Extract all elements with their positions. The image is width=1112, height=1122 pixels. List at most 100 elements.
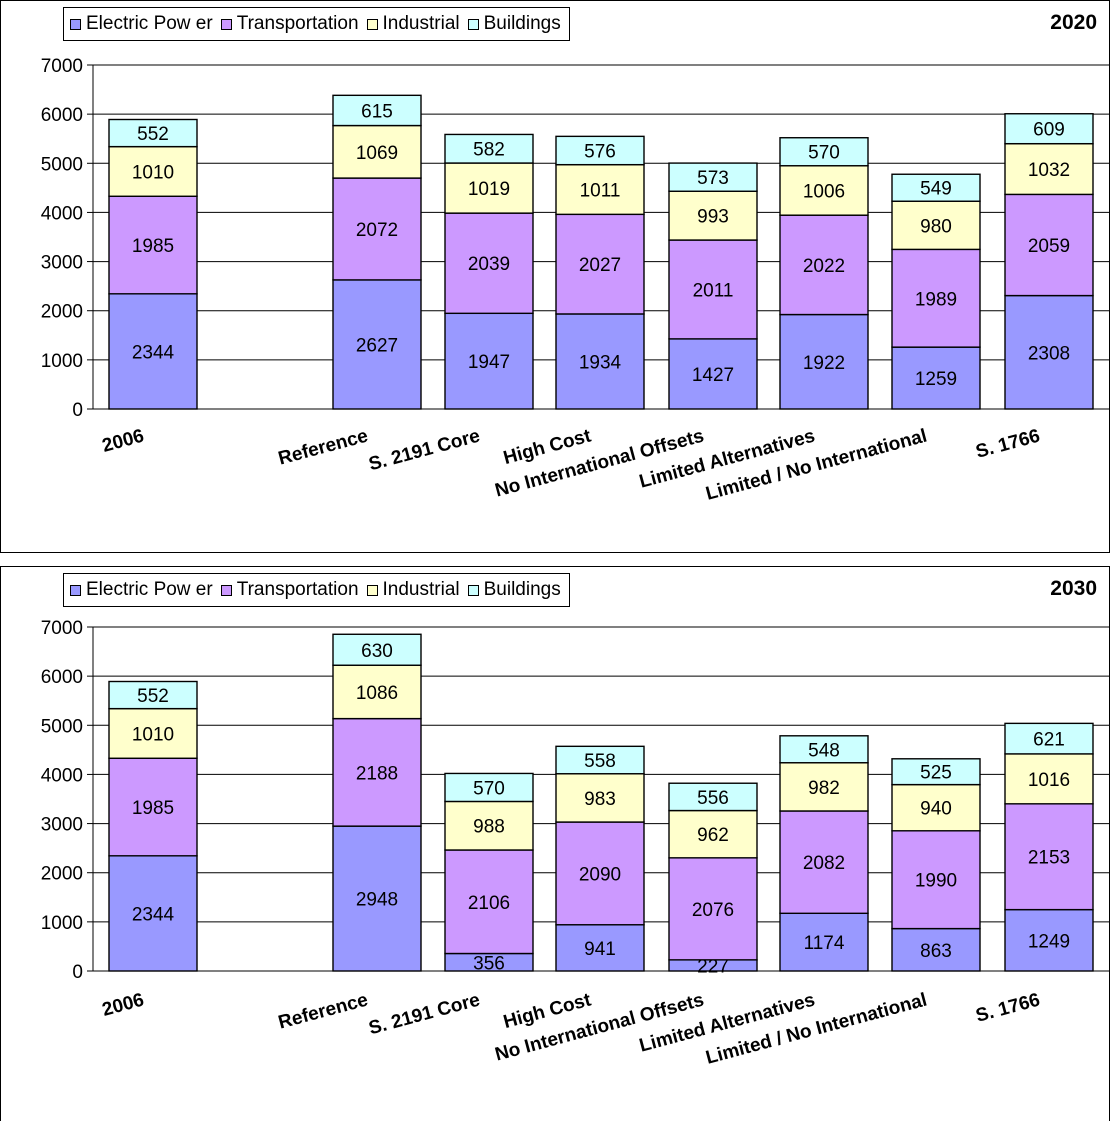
y-tick-label: 4000 — [41, 765, 83, 786]
data-label: 1249 — [1028, 931, 1070, 952]
bar-segment — [444, 133, 534, 164]
bar-segment — [444, 800, 534, 851]
x-tick-label: Reference — [276, 426, 370, 470]
data-label: 525 — [920, 763, 952, 784]
y-tick-label: 5000 — [41, 716, 83, 737]
data-label: 615 — [361, 101, 393, 122]
legend-label: Electric Pow er — [86, 579, 213, 600]
data-label: 1069 — [356, 143, 398, 164]
data-label: 1934 — [579, 352, 622, 373]
legend-label: Industrial — [382, 579, 460, 600]
y-tick-label: 7000 — [41, 56, 83, 77]
y-tick-label: 6000 — [41, 667, 83, 688]
legend-label: Electric Pow er — [86, 13, 213, 34]
legend-swatch — [467, 18, 479, 30]
legend-swatch — [70, 584, 81, 596]
y-tick-label: 1000 — [41, 351, 83, 372]
data-label: 552 — [137, 686, 169, 707]
data-label: 558 — [584, 751, 616, 772]
y-tick-label: 5000 — [41, 154, 83, 175]
legend-item-buildings: Buildings — [467, 13, 561, 35]
bar-segment — [1004, 722, 1094, 755]
bar-segment — [108, 707, 198, 759]
legend-label: Industrial — [382, 13, 460, 34]
bar-segment — [555, 135, 645, 166]
legend-item-buildings: Buildings — [467, 579, 561, 601]
legend-label: Transportation — [236, 579, 359, 600]
bar-segment — [1004, 753, 1094, 805]
bar-segment — [668, 162, 758, 192]
bar-segment — [332, 94, 422, 127]
bar-segment — [332, 664, 422, 720]
bar-segment — [1004, 142, 1094, 196]
data-label: 570 — [473, 778, 505, 799]
bar-segment — [108, 757, 198, 857]
x-tick-label: S. 1766 — [974, 990, 1043, 1027]
data-label: 2082 — [803, 853, 845, 874]
y-tick-label: 2000 — [41, 864, 83, 885]
data-label: 548 — [808, 740, 840, 761]
bar-segment — [779, 137, 869, 167]
data-label: 573 — [697, 168, 729, 189]
bar-segment — [332, 279, 422, 410]
legend-swatch — [467, 584, 479, 596]
y-tick-label: 4000 — [41, 203, 83, 224]
bar-segment — [779, 912, 869, 972]
x-tick-label: S. 2191 Core — [367, 990, 483, 1040]
legend-label: Buildings — [483, 13, 561, 34]
bar-segment — [779, 165, 869, 216]
bar-segment — [108, 195, 198, 295]
chart-panel-2020: 0 1000 2000 3000 4000 5000 6000 7000 2344 1985 101… — [0, 0, 1110, 553]
data-label: 993 — [697, 207, 729, 228]
data-label: 980 — [920, 216, 952, 237]
bar-segment — [891, 173, 981, 202]
data-label: 1990 — [915, 871, 957, 892]
data-label: 1259 — [915, 369, 957, 390]
legend-swatch — [220, 18, 232, 30]
data-label: 2627 — [356, 335, 398, 356]
data-label: 1985 — [132, 798, 174, 819]
data-label: 549 — [920, 179, 952, 200]
data-label: 988 — [473, 817, 505, 838]
y-tick-label: 0 — [72, 962, 83, 983]
bar-segment — [332, 633, 422, 666]
data-label: 1011 — [580, 181, 621, 202]
legend-label: Transportation — [236, 13, 359, 34]
data-label: 227 — [697, 956, 729, 977]
data-label: 356 — [473, 953, 505, 974]
data-label: 1427 — [692, 365, 734, 386]
legend-swatch — [220, 584, 232, 596]
data-label: 1985 — [132, 236, 174, 257]
stacked-bar-chart-2020: 0 1000 2000 3000 4000 5000 6000 7000 2344 1985 101… — [41, 56, 1109, 505]
data-label: 2076 — [692, 900, 734, 921]
bar-segment — [668, 338, 758, 410]
data-label: 2011 — [693, 280, 734, 301]
data-label: 552 — [137, 124, 169, 145]
bar-segment — [444, 312, 534, 410]
data-label: 940 — [920, 799, 952, 820]
chart-title: 2020 — [1050, 11, 1097, 34]
data-label: 2106 — [468, 893, 510, 914]
data-label: 576 — [584, 142, 616, 163]
bar-segment — [108, 680, 198, 710]
data-label: 863 — [920, 941, 952, 962]
chart-panel-2030: 0 1000 2000 3000 4000 5000 6000 7000 2344 1985 101… — [0, 566, 1110, 1121]
data-label: 2059 — [1028, 236, 1070, 257]
data-label: 2308 — [1028, 343, 1070, 364]
bar-segment — [891, 830, 981, 930]
data-label: 582 — [473, 140, 505, 161]
data-label: 982 — [808, 778, 840, 799]
y-tick-label: 3000 — [41, 815, 83, 836]
bar-segment — [1004, 113, 1094, 145]
data-label: 556 — [697, 788, 729, 809]
chart-legend: Electric Pow er Transportation Industria… — [63, 573, 570, 607]
data-label: 2039 — [468, 254, 510, 275]
y-tick-label: 6000 — [41, 105, 83, 126]
chart-title: 2030 — [1050, 577, 1097, 600]
data-label: 941 — [584, 939, 616, 960]
bar-segment — [555, 313, 645, 410]
data-label: 2153 — [1028, 848, 1070, 869]
x-tick-label: 2006 — [100, 426, 146, 457]
bar-segment — [332, 825, 422, 972]
data-label: 2344 — [132, 904, 175, 925]
